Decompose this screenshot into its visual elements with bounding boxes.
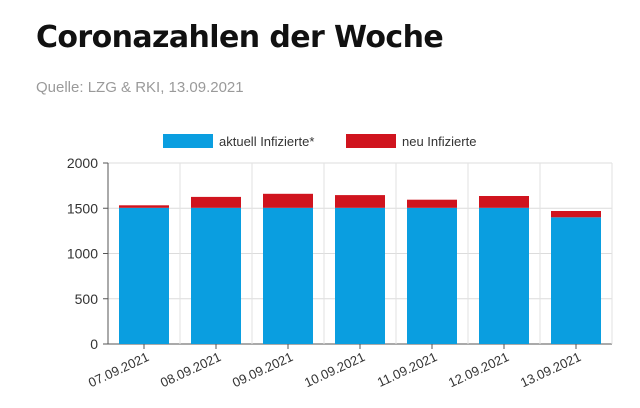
source-line: Quelle: LZG & RKI, 13.09.2021 bbox=[36, 79, 244, 96]
legend-label-aktuell-infizierte: aktuell Infizierte* bbox=[219, 134, 314, 149]
bar-aktuell-infizierte bbox=[407, 207, 457, 344]
y-tick-label: 0 bbox=[90, 336, 98, 352]
y-tick-label: 2000 bbox=[67, 155, 98, 171]
x-tick-label: 13.09.2021 bbox=[518, 349, 583, 390]
bar-layer bbox=[119, 193, 601, 344]
bar-aktuell-infizierte bbox=[119, 207, 169, 344]
bar-neu-infizierte bbox=[479, 196, 529, 208]
bar-neu-infizierte bbox=[407, 199, 457, 208]
legend: aktuell Infizierte* neu Infizierte bbox=[163, 134, 476, 149]
y-tick-label: 500 bbox=[75, 291, 99, 307]
bar-aktuell-infizierte bbox=[335, 207, 385, 344]
legend-swatch-aktuell-infizierte bbox=[163, 134, 213, 148]
bar-neu-infizierte bbox=[191, 196, 241, 208]
x-tick-label: 09.09.2021 bbox=[230, 349, 295, 390]
bar-neu-infizierte bbox=[551, 211, 601, 218]
y-tick-label: 1000 bbox=[67, 246, 98, 262]
x-tick-label: 12.09.2021 bbox=[446, 349, 511, 390]
x-tick-label: 08.09.2021 bbox=[158, 349, 223, 390]
x-tick-label: 07.09.2021 bbox=[86, 349, 151, 390]
legend-swatch-neu-infizierte bbox=[346, 134, 396, 148]
y-tick-label: 1500 bbox=[67, 200, 98, 216]
page-title: Coronazahlen der Woche bbox=[36, 20, 444, 55]
bar-aktuell-infizierte bbox=[479, 207, 529, 344]
bar-aktuell-infizierte bbox=[263, 207, 313, 344]
bar-neu-infizierte bbox=[335, 195, 385, 208]
x-tick-label: 10.09.2021 bbox=[302, 349, 367, 390]
bar-aktuell-infizierte bbox=[191, 207, 241, 344]
bar-neu-infizierte bbox=[119, 205, 169, 208]
bar-neu-infizierte bbox=[263, 193, 313, 208]
bar-aktuell-infizierte bbox=[551, 217, 601, 344]
x-tick-label: 11.09.2021 bbox=[375, 349, 439, 390]
legend-label-neu-infizierte: neu Infizierte bbox=[402, 134, 476, 149]
